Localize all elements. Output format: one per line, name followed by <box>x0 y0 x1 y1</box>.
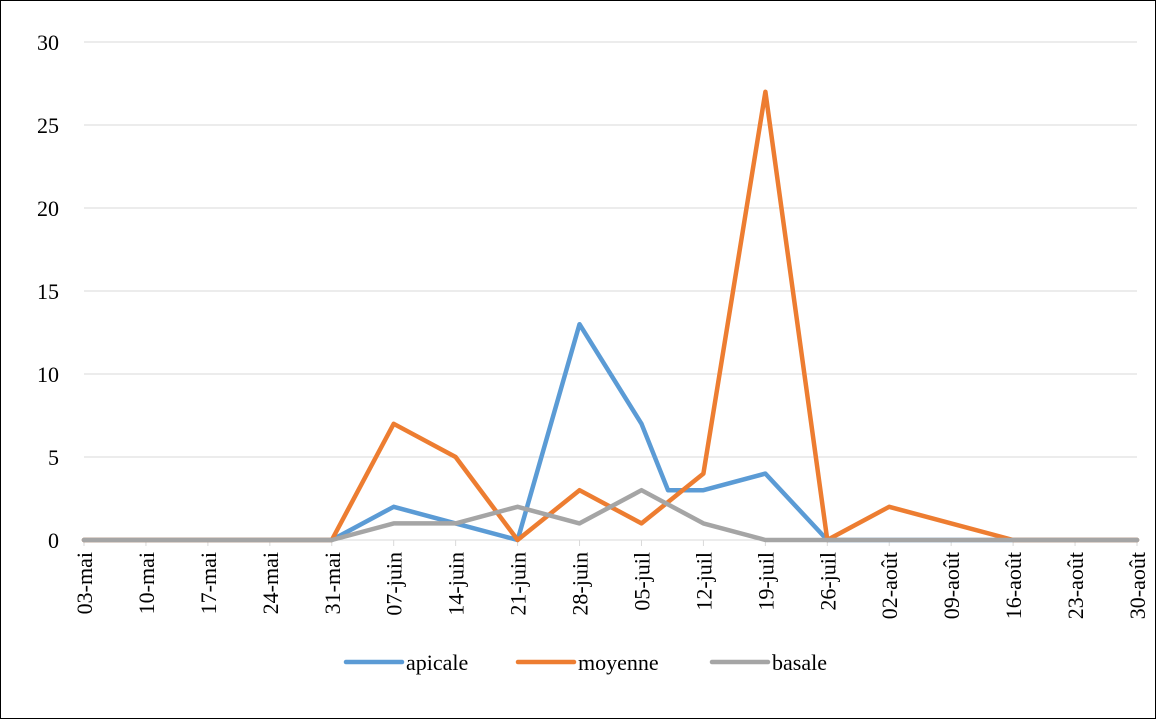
x-tick-label: 10-mai <box>134 552 159 614</box>
y-tick-label: 25 <box>37 113 59 138</box>
x-tick-label: 21-juin <box>506 552 531 616</box>
x-tick-label: 24-mai <box>258 552 283 614</box>
x-tick-label: 12-juil <box>691 552 716 611</box>
y-tick-label: 5 <box>48 445 59 470</box>
series-line-basale <box>81 487 1140 543</box>
x-tick-label: 30-août <box>1125 552 1150 619</box>
y-tick-label: 30 <box>37 30 59 55</box>
x-tick-label: 14-juin <box>444 552 469 616</box>
x-tick-label: 05-juil <box>629 552 654 611</box>
x-tick-label: 16-août <box>1001 552 1026 619</box>
legend-label-apicale: apicale <box>406 650 468 675</box>
x-tick-label: 02-août <box>877 552 902 619</box>
y-tick-label: 0 <box>48 528 59 553</box>
x-tick-label: 19-juil <box>753 552 778 611</box>
legend-label-moyenne: moyenne <box>578 650 659 675</box>
y-tick-label: 20 <box>37 196 59 221</box>
y-tick-label: 15 <box>37 279 59 304</box>
x-tick-label: 28-juin <box>568 552 593 616</box>
x-tick-label: 17-mai <box>196 552 221 614</box>
x-tick-label: 23-août <box>1063 552 1088 619</box>
x-tick-label: 31-mai <box>320 552 345 614</box>
x-tick-label: 03-mai <box>72 552 97 614</box>
x-tick-label: 26-juil <box>815 552 840 611</box>
y-tick-label: 10 <box>37 362 59 387</box>
x-tick-label: 07-juin <box>382 552 407 616</box>
legend-label-basale: basale <box>772 650 827 675</box>
x-tick-label: 09-août <box>939 552 964 619</box>
series-line-moyenne <box>81 89 1140 543</box>
